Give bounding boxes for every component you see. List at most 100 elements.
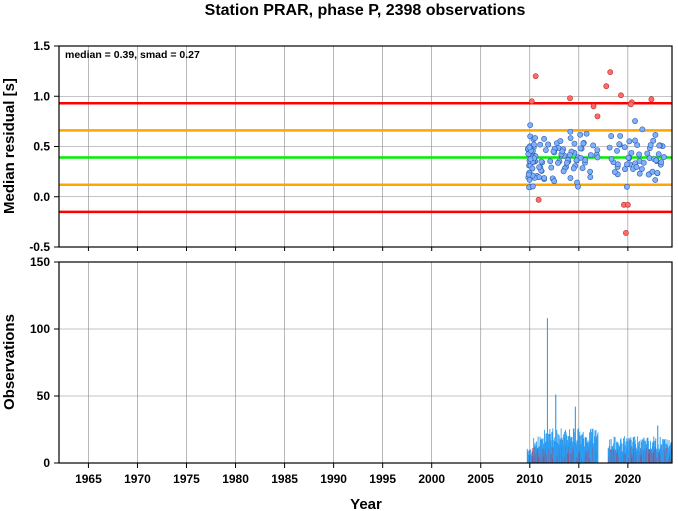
observation-bar xyxy=(630,439,632,463)
observation-bar xyxy=(572,444,574,463)
observations-panel: 0 50 100 150 1965 1970 1975 1980 1985 1990 1995 20… xyxy=(1,247,673,511)
residual-point xyxy=(647,142,654,148)
observation-bar xyxy=(541,438,542,463)
residual-point xyxy=(555,159,561,166)
observation-bar xyxy=(547,433,549,463)
observation-bar xyxy=(554,437,556,463)
residual-point xyxy=(531,141,537,148)
observation-bar xyxy=(668,447,669,463)
outlier-point xyxy=(528,98,535,105)
observation-bar xyxy=(580,435,582,463)
residual-point xyxy=(636,151,642,158)
residual-point xyxy=(527,156,534,163)
residual-point xyxy=(634,142,641,149)
observation-bar xyxy=(587,442,589,463)
residual-point xyxy=(537,141,544,148)
residual-panel: -0.5 0.0 0.5 1.0 1.5 median = 0.39, smad = 0… xyxy=(1,39,673,254)
observation-bar xyxy=(534,442,536,463)
observation-bar xyxy=(538,447,540,463)
residual-point xyxy=(529,165,536,172)
observation-bar xyxy=(613,436,615,463)
observation-bar xyxy=(655,448,657,463)
observation-bar xyxy=(607,447,609,463)
x-tick-label: 1965 xyxy=(75,472,102,486)
observation-bar xyxy=(584,436,586,463)
observation-bar xyxy=(628,438,630,463)
residual-point xyxy=(525,171,532,178)
observation-bar xyxy=(527,450,529,463)
residual-point xyxy=(529,183,536,190)
residual-point xyxy=(541,135,547,142)
x-axis-label: Year xyxy=(350,496,382,511)
observation-bar xyxy=(549,428,551,463)
residual-point xyxy=(608,133,615,139)
residual-point xyxy=(579,165,586,172)
observation-bar xyxy=(569,441,571,463)
observation-bar xyxy=(647,437,649,463)
residual-point xyxy=(582,157,589,163)
residual-point xyxy=(560,168,567,175)
residual-point xyxy=(654,170,661,176)
observation-bar xyxy=(574,441,576,463)
observation-bar xyxy=(629,440,631,463)
observation-bar xyxy=(597,432,599,463)
x-tick-label: 1985 xyxy=(271,472,298,486)
residual-point xyxy=(590,142,597,149)
observation-bar xyxy=(552,428,554,463)
observation-bar xyxy=(657,444,659,463)
observation-bar xyxy=(574,406,576,463)
observation-bar xyxy=(549,433,551,463)
year-ticks: 1965 1970 1975 1980 1985 1990 1995 2000 2005 2010… xyxy=(75,247,642,486)
observation-bar xyxy=(551,432,553,463)
observation-bar xyxy=(555,394,557,463)
observation-bar xyxy=(558,435,560,463)
observation-bar xyxy=(540,440,542,463)
observation-bar xyxy=(529,455,531,463)
residual-point xyxy=(650,137,657,144)
observation-bar xyxy=(636,451,638,463)
observation-bar xyxy=(585,437,587,463)
residual-point xyxy=(548,164,555,171)
observation-bar xyxy=(640,449,642,463)
observation-bar xyxy=(619,446,621,463)
observation-bar xyxy=(540,439,541,463)
observation-bar xyxy=(557,444,559,463)
outlier-point xyxy=(535,196,542,203)
observation-bar xyxy=(566,434,567,463)
chart-title: Station PRAR, phase P, 2398 observations xyxy=(205,2,526,19)
observation-bar xyxy=(627,442,629,463)
residual-point xyxy=(538,158,545,165)
y-tick-label: 100 xyxy=(30,322,50,336)
residual-point xyxy=(649,168,656,175)
observation-bar xyxy=(572,428,574,463)
observation-bar xyxy=(575,445,577,463)
observation-bar xyxy=(544,429,545,463)
observation-bar xyxy=(668,440,670,463)
residual-point xyxy=(577,131,584,138)
observation-bar xyxy=(661,444,663,463)
observation-bar xyxy=(571,436,573,463)
observation-bar xyxy=(664,439,666,463)
observation-bar xyxy=(631,448,633,463)
residual-point xyxy=(570,165,577,172)
residual-point xyxy=(653,157,659,164)
y-tick-label: 50 xyxy=(37,389,51,403)
observation-bar xyxy=(594,430,596,463)
observation-bar xyxy=(643,437,645,463)
residual-point xyxy=(636,170,643,177)
observation-bar xyxy=(539,445,541,463)
observation-bar xyxy=(557,442,559,463)
residual-point xyxy=(614,147,620,154)
observation-bar xyxy=(553,446,555,463)
y-tick-label: 150 xyxy=(30,255,50,269)
observation-bar xyxy=(617,442,619,463)
observation-bar xyxy=(625,447,627,463)
observation-bar xyxy=(562,445,564,463)
observation-bar xyxy=(623,443,625,463)
observation-bar xyxy=(621,451,623,463)
outlier-point xyxy=(648,96,655,103)
residual-point xyxy=(545,141,552,148)
observation-bar xyxy=(610,451,612,463)
observation-bar xyxy=(563,434,565,463)
